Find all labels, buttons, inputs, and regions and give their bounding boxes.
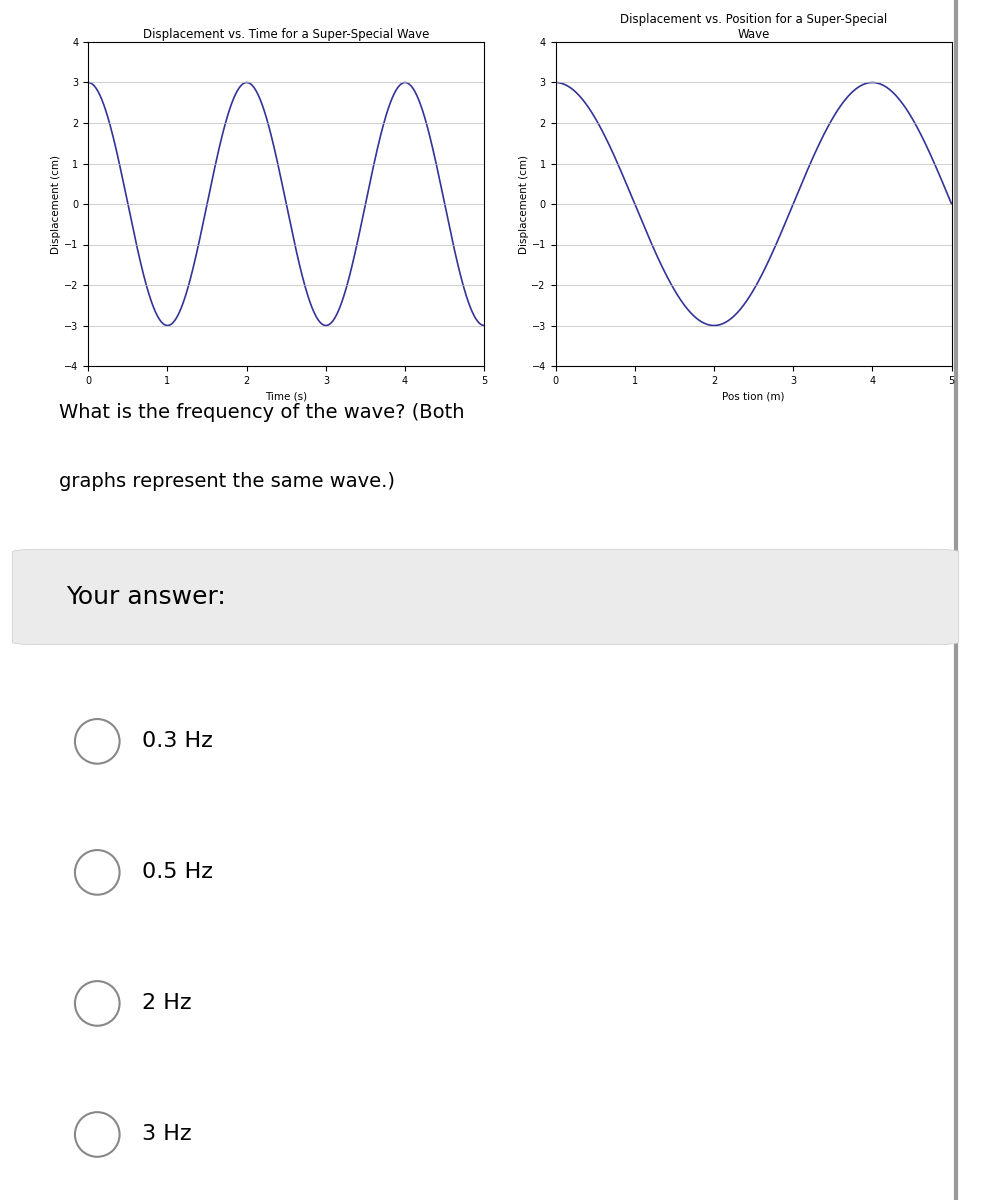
FancyBboxPatch shape <box>13 550 958 644</box>
Y-axis label: Displacement (cm): Displacement (cm) <box>51 155 62 253</box>
Text: 0.5 Hz: 0.5 Hz <box>142 863 213 882</box>
Y-axis label: Displacement (cm): Displacement (cm) <box>519 155 529 253</box>
Text: 0.3 Hz: 0.3 Hz <box>142 731 213 751</box>
X-axis label: Pos tion (m): Pos tion (m) <box>722 391 785 401</box>
Text: What is the frequency of the wave? (Both: What is the frequency of the wave? (Both <box>59 403 464 422</box>
Text: 3 Hz: 3 Hz <box>142 1124 191 1145</box>
Title: Displacement vs. Time for a Super-Special Wave: Displacement vs. Time for a Super-Specia… <box>143 28 430 41</box>
X-axis label: Time (s): Time (s) <box>265 391 307 401</box>
Title: Displacement vs. Position for a Super-Special
Wave: Displacement vs. Position for a Super-Sp… <box>620 13 887 41</box>
Text: Your answer:: Your answer: <box>66 584 226 608</box>
Text: graphs represent the same wave.): graphs represent the same wave.) <box>59 472 395 491</box>
Text: 2 Hz: 2 Hz <box>142 994 191 1014</box>
